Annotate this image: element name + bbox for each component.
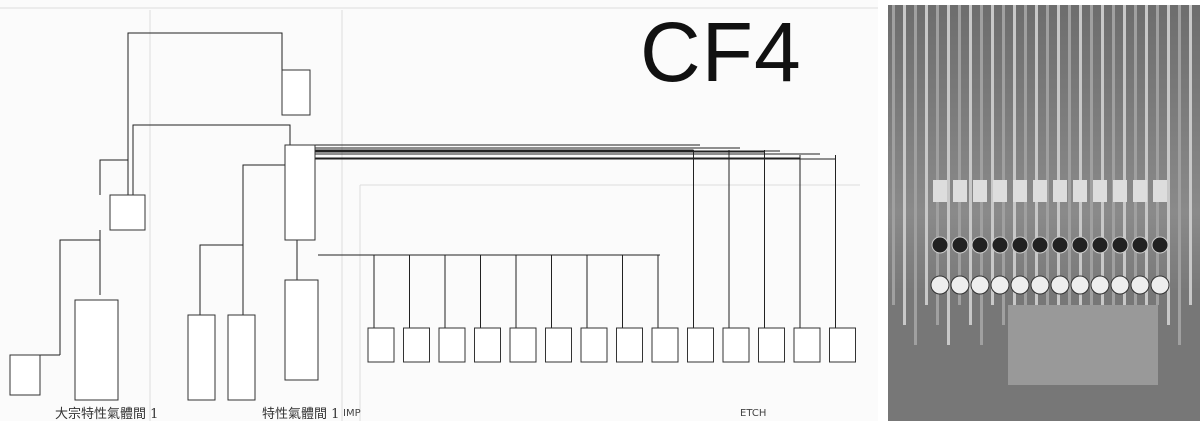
pressure-gauge xyxy=(1071,236,1089,254)
pipe xyxy=(1013,5,1016,345)
valve-block xyxy=(1013,180,1027,202)
cabinet-base xyxy=(1008,305,1158,385)
gas-cabinet xyxy=(74,299,119,401)
pressure-gauge xyxy=(1010,275,1030,295)
valve-block xyxy=(1153,180,1167,202)
pipe xyxy=(914,5,917,345)
pressure-gauge xyxy=(990,275,1010,295)
piping-diagram: CF4 大宗特性氣體間 1 特性氣體間 1 IMP ETCH xyxy=(0,5,878,422)
pipe xyxy=(1046,5,1049,345)
pipe xyxy=(969,5,972,325)
pipe xyxy=(1035,5,1038,325)
pipe xyxy=(1112,5,1115,345)
pipe xyxy=(1134,5,1137,325)
valve-block xyxy=(993,180,1007,202)
pressure-gauge xyxy=(1151,236,1169,254)
pipe xyxy=(1189,5,1192,305)
valve-manifold-box xyxy=(438,327,466,363)
pipe xyxy=(892,5,895,305)
pipe xyxy=(1068,5,1071,325)
valve-block xyxy=(1133,180,1147,202)
pressure-gauge xyxy=(1130,275,1150,295)
valve-block xyxy=(1093,180,1107,202)
valve-manifold-box xyxy=(793,327,821,363)
pressure-gauge xyxy=(1030,275,1050,295)
valve-manifold-box xyxy=(367,327,395,363)
photo-image xyxy=(888,5,1200,421)
valve-manifold-box xyxy=(687,327,714,363)
pressure-gauge xyxy=(1111,236,1129,254)
pressure-gauge xyxy=(1110,275,1130,295)
pressure-gauge xyxy=(1031,236,1049,254)
imp-label: IMP xyxy=(343,408,361,419)
valve-manifold-box xyxy=(758,327,785,363)
pipe xyxy=(1156,5,1159,305)
pipe xyxy=(936,5,939,325)
pressure-gauge xyxy=(950,275,970,295)
pressure-gauge xyxy=(1090,275,1110,295)
valve-block xyxy=(1073,180,1087,202)
gas-cabinet xyxy=(284,279,319,381)
pipe xyxy=(947,5,950,345)
gas-cabinet xyxy=(109,194,146,231)
valve-manifold-box xyxy=(651,327,679,363)
valve-manifold-box xyxy=(829,327,856,363)
valve-block xyxy=(973,180,987,202)
pressure-gauge xyxy=(931,236,949,254)
valve-manifold-box xyxy=(474,327,501,363)
gas-cabinet xyxy=(284,144,316,241)
valve-block xyxy=(1033,180,1047,202)
pipe xyxy=(1002,5,1005,325)
pipe xyxy=(958,5,961,305)
pipe xyxy=(1079,5,1082,345)
valve-block xyxy=(933,180,947,202)
pipe xyxy=(1057,5,1060,305)
special-gas-room-label: 特性氣體間 1 xyxy=(262,407,340,422)
valve-block xyxy=(1053,180,1067,202)
pipe xyxy=(1178,5,1181,345)
pressure-gauge xyxy=(1011,236,1029,254)
valve-block xyxy=(1113,180,1127,202)
pressure-gauge xyxy=(1051,236,1069,254)
pressure-gauge xyxy=(1091,236,1109,254)
valve-manifold-box xyxy=(545,327,572,363)
valve-block xyxy=(953,180,967,202)
pipe xyxy=(925,5,928,305)
pipe xyxy=(1123,5,1126,305)
valve-manifold-box xyxy=(722,327,750,363)
valve-manifold-box xyxy=(580,327,608,363)
pressure-gauge xyxy=(1131,236,1149,254)
gas-cabinet xyxy=(281,69,311,116)
gas-cabinet xyxy=(227,314,256,401)
pipe xyxy=(1090,5,1093,305)
pipe xyxy=(1167,5,1170,325)
diagram-lines xyxy=(0,7,878,421)
pressure-gauge xyxy=(951,236,969,254)
pipe xyxy=(1145,5,1148,345)
bulk-room-label: 大宗特性氣體間 1 xyxy=(55,407,159,422)
pressure-gauge xyxy=(1050,275,1070,295)
valve-manifold-box xyxy=(509,327,537,363)
valve-manifold-box xyxy=(616,327,643,363)
gas-cabinet-photo xyxy=(888,5,1200,421)
pipe xyxy=(1101,5,1104,325)
pressure-gauge xyxy=(971,236,989,254)
pressure-gauge xyxy=(1070,275,1090,295)
gas-cabinet xyxy=(9,354,41,396)
gas-title: CF4 xyxy=(640,5,802,99)
pressure-gauge xyxy=(1150,275,1170,295)
etch-label: ETCH xyxy=(740,408,767,419)
pressure-gauge xyxy=(930,275,950,295)
pipe xyxy=(903,5,906,325)
pipe xyxy=(991,5,994,305)
valve-manifold-box xyxy=(403,327,430,363)
gas-cabinet xyxy=(187,314,216,401)
pipe xyxy=(980,5,983,345)
pipe xyxy=(1024,5,1027,305)
pressure-gauge xyxy=(991,236,1009,254)
pressure-gauge xyxy=(970,275,990,295)
